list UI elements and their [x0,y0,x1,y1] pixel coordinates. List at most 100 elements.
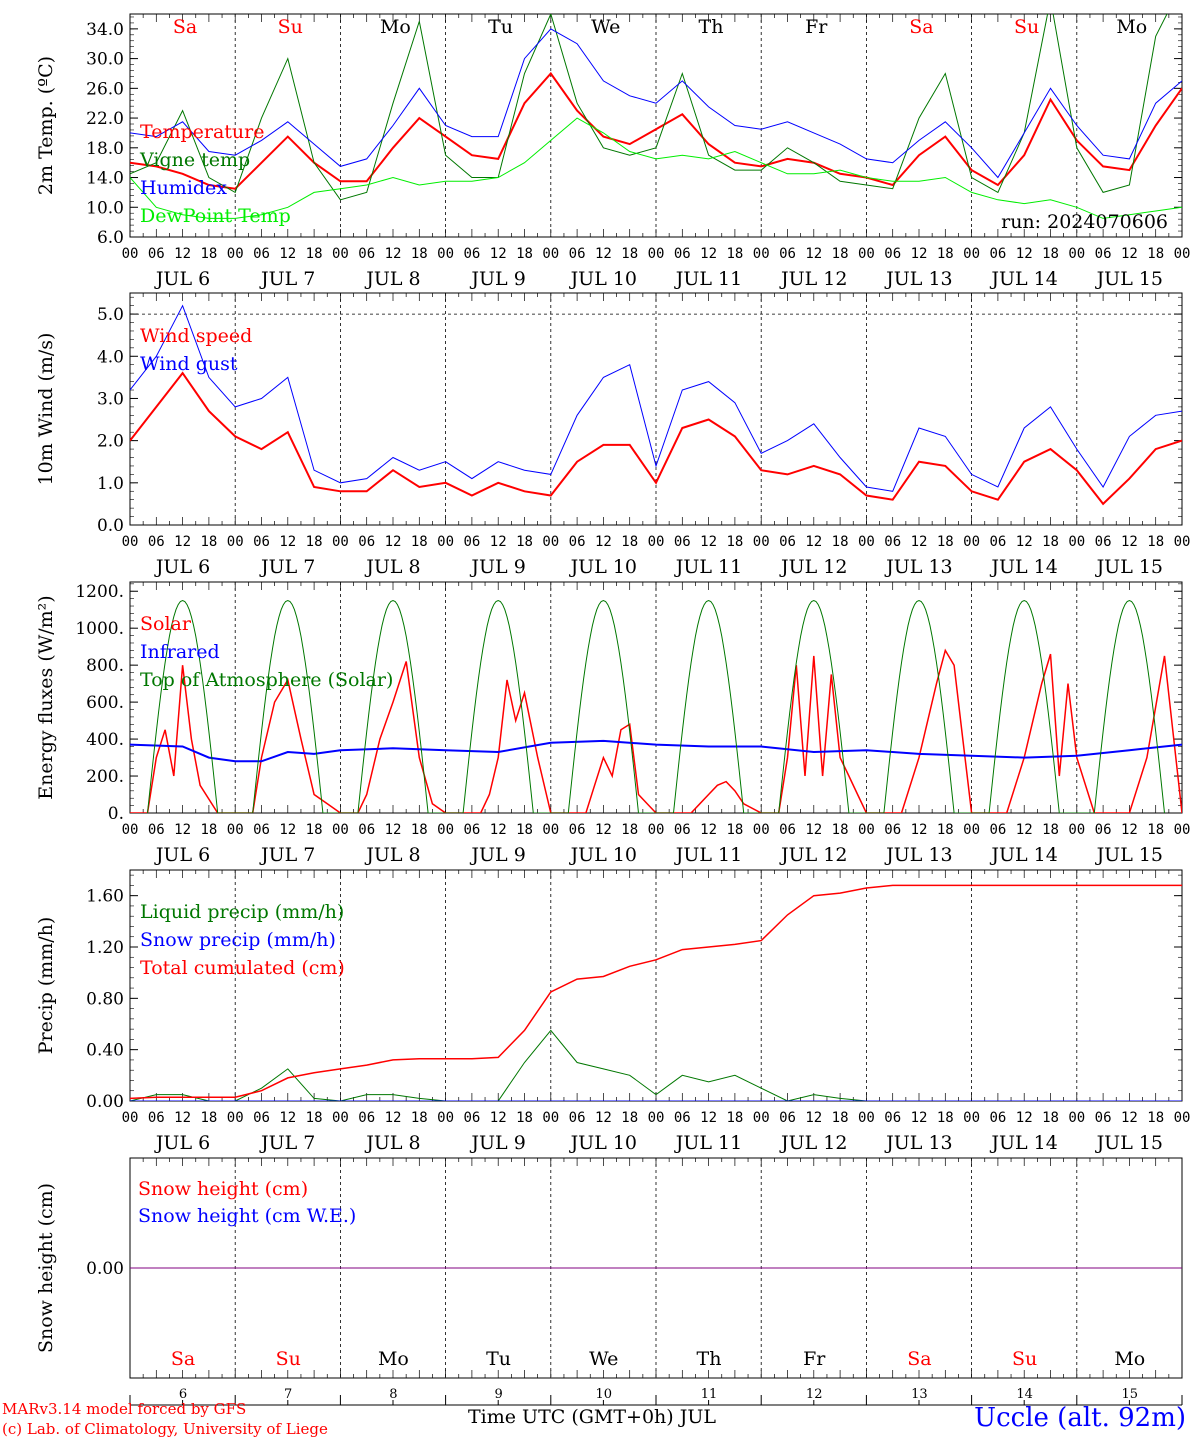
hour-label: 00 [963,822,980,838]
hour-label: 18 [411,534,428,550]
hour-label: 00 [332,1110,349,1126]
hour-label: 18 [832,534,849,550]
legend-entry-2: Wind gust [140,353,238,375]
hour-label: 18 [306,822,323,838]
y-tick-label: 0.00 [86,1092,124,1112]
hour-label: 18 [726,822,743,838]
hour-label: 00 [1174,822,1191,838]
series-line-1 [130,371,1182,506]
hour-label: 06 [358,822,375,838]
date-label: JUL 9 [469,1132,525,1154]
day-abbr-bottom: Mo [1114,1348,1145,1370]
date-label: JUL 8 [364,1132,420,1154]
hour-label: 06 [148,822,165,838]
hour-label: 06 [253,1110,270,1126]
station-label: Uccle (alt. 92m) [974,1403,1186,1433]
hour-label: 18 [516,1110,533,1126]
hour-label: 00 [963,534,980,550]
day-abbr-bottom: Sa [171,1348,195,1370]
hour-label: 06 [358,1110,375,1126]
series-line-1 [130,648,1182,813]
hour-label: 00 [227,822,244,838]
y-tick-label: 1000. [75,619,124,639]
day-number: 15 [1122,1387,1139,1402]
hour-label: 00 [542,534,559,550]
y-tick-label: 800. [86,656,124,676]
hour-label: 12 [490,822,507,838]
date-label: JUL 11 [674,556,742,578]
date-label: JUL 6 [154,1132,210,1154]
hour-label: 06 [569,1110,586,1126]
hour-label: 12 [700,822,717,838]
hour-label: 18 [411,822,428,838]
hour-label: 00 [542,822,559,838]
date-label: JUL 9 [469,844,525,866]
hour-label: 00 [858,246,875,262]
day-abbr: Su [278,16,303,38]
hour-label: 12 [385,246,402,262]
hour-label: 18 [306,246,323,262]
hour-label: 18 [1147,246,1164,262]
hour-label: 18 [516,246,533,262]
hour-label: 06 [463,246,480,262]
hour-label: 12 [805,246,822,262]
hour-label: 00 [122,534,139,550]
hour-label: 06 [569,822,586,838]
y-tick-label: 200. [86,767,124,787]
date-label: JUL 8 [364,844,420,866]
day-abbr-bottom: Th [697,1348,722,1370]
y-tick-label: 18.0 [86,139,124,159]
hour-label: 12 [700,534,717,550]
hour-label: 06 [253,822,270,838]
legend-entry-3: Top of Atmosphere (Solar) [140,669,393,691]
hour-label: 06 [779,1110,796,1126]
series-line-3 [130,884,1182,1100]
y-axis-label: 2m Temp. (ºC) [35,56,57,195]
hour-label: 18 [832,246,849,262]
hour-label: 12 [174,246,191,262]
hour-label: 06 [358,534,375,550]
legend-entry-2: Infrared [140,641,220,663]
y-tick-label: 600. [86,693,124,713]
hour-label: 12 [595,1110,612,1126]
y-tick-label: 1.60 [86,887,124,907]
hour-label: 00 [332,822,349,838]
hour-label: 18 [1147,1110,1164,1126]
hour-label: 00 [1068,246,1085,262]
hour-label: 00 [1174,246,1191,262]
day-abbr-bottom: We [589,1348,618,1370]
hour-label: 06 [884,534,901,550]
hour-label: 12 [805,822,822,838]
hour-label: 18 [516,534,533,550]
hour-label: 00 [1174,1110,1191,1126]
day-number: 6 [179,1387,187,1402]
hour-label: 12 [595,246,612,262]
hour-label: 00 [1068,1110,1085,1126]
hour-label: 12 [595,534,612,550]
series-line-2 [130,14,1168,201]
hour-label: 18 [621,534,638,550]
y-tick-label: 3.0 [97,389,124,409]
y-tick-label: 10.0 [86,198,124,218]
date-label: JUL 6 [154,844,210,866]
date-label: JUL 7 [259,844,315,866]
hour-label: 12 [1016,822,1033,838]
series-line-1 [130,1029,1182,1101]
hour-label: 12 [1016,534,1033,550]
date-label: JUL 7 [259,1132,315,1154]
y-tick-label: 0.80 [86,989,124,1009]
hour-label: 06 [884,246,901,262]
date-label: JUL 11 [674,1132,742,1154]
hour-label: 00 [963,246,980,262]
date-label: JUL 6 [154,556,210,578]
series-line-3 [130,28,1182,179]
series-group [130,14,1182,219]
date-label: JUL 12 [779,268,847,290]
hour-label: 12 [911,246,928,262]
date-label: JUL 14 [989,1132,1057,1154]
y-tick-label: 5.0 [97,305,124,325]
day-abbr: We [591,16,620,38]
hour-label: 12 [1121,1110,1138,1126]
hour-label: 12 [279,822,296,838]
hour-label: 00 [542,246,559,262]
